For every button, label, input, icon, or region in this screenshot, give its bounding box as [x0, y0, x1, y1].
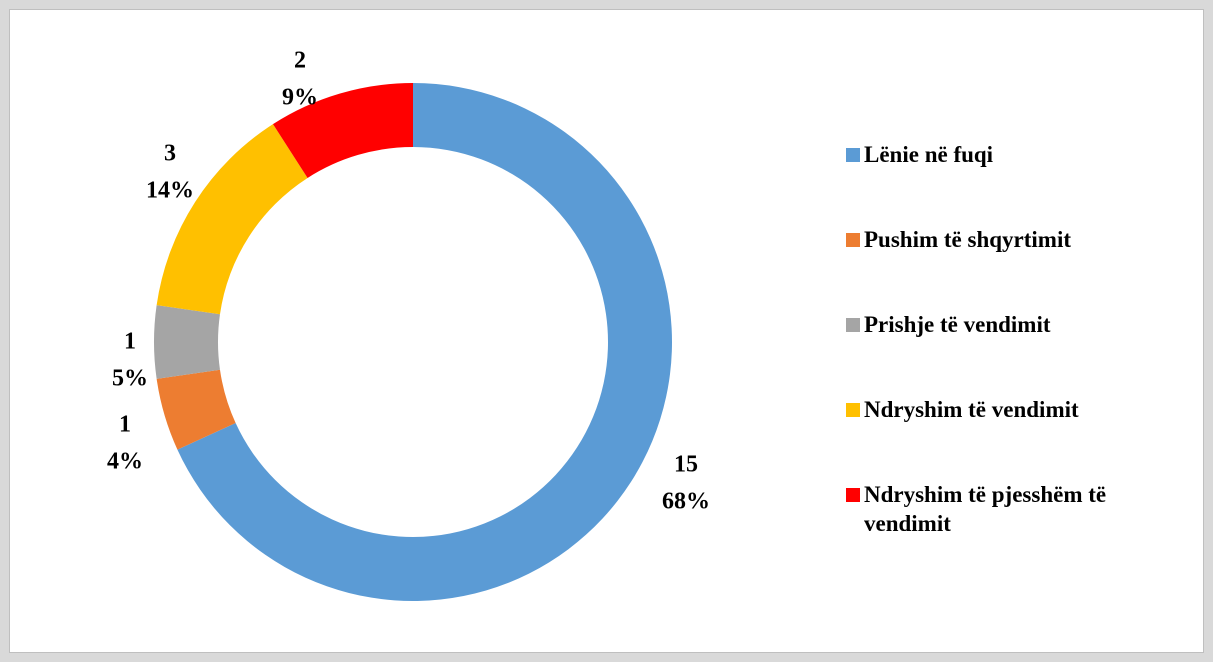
legend-item: Pushim të shqyrtimit — [846, 225, 1186, 254]
legend-swatch — [846, 488, 860, 502]
legend-label: Lënie në fuqi — [864, 142, 994, 167]
chart-area: 15 68% 1 4% 1 5% 3 14% 2 9% Lënie në fuqi Pushim t… — [9, 9, 1204, 653]
percent-label: 68% — [662, 489, 710, 515]
percent-label: 4% — [107, 449, 143, 475]
legend-item: Ndryshim të vendimit — [846, 395, 1186, 424]
legend-item: Prishje të vendimit — [846, 310, 1186, 339]
value-label: 1 — [119, 412, 131, 438]
value-label: 15 — [674, 452, 698, 478]
legend-item: Ndryshim të pjesshëm të vendimit — [846, 480, 1186, 538]
legend-label: Prishje të vendimit — [864, 312, 1051, 337]
legend-label: Ndryshim të vendimit — [864, 397, 1079, 422]
donut-slice — [153, 305, 220, 379]
legend-swatch — [846, 233, 860, 247]
value-label: 2 — [294, 48, 306, 74]
percent-label: 9% — [282, 85, 318, 111]
donut-slice — [156, 369, 236, 450]
legend-item: Lënie në fuqi — [846, 140, 1186, 169]
legend-label: Ndryshim të pjesshëm të vendimit — [864, 482, 1107, 536]
donut-slice — [156, 124, 308, 315]
legend-label: Pushim të shqyrtimit — [864, 227, 1071, 252]
value-label: 3 — [164, 141, 176, 167]
percent-label: 5% — [112, 366, 148, 392]
donut-slice — [272, 83, 413, 178]
legend-swatch — [846, 318, 860, 332]
legend-swatch — [846, 148, 860, 162]
percent-label: 14% — [146, 178, 194, 204]
legend-swatch — [846, 403, 860, 417]
value-label: 1 — [124, 329, 136, 355]
